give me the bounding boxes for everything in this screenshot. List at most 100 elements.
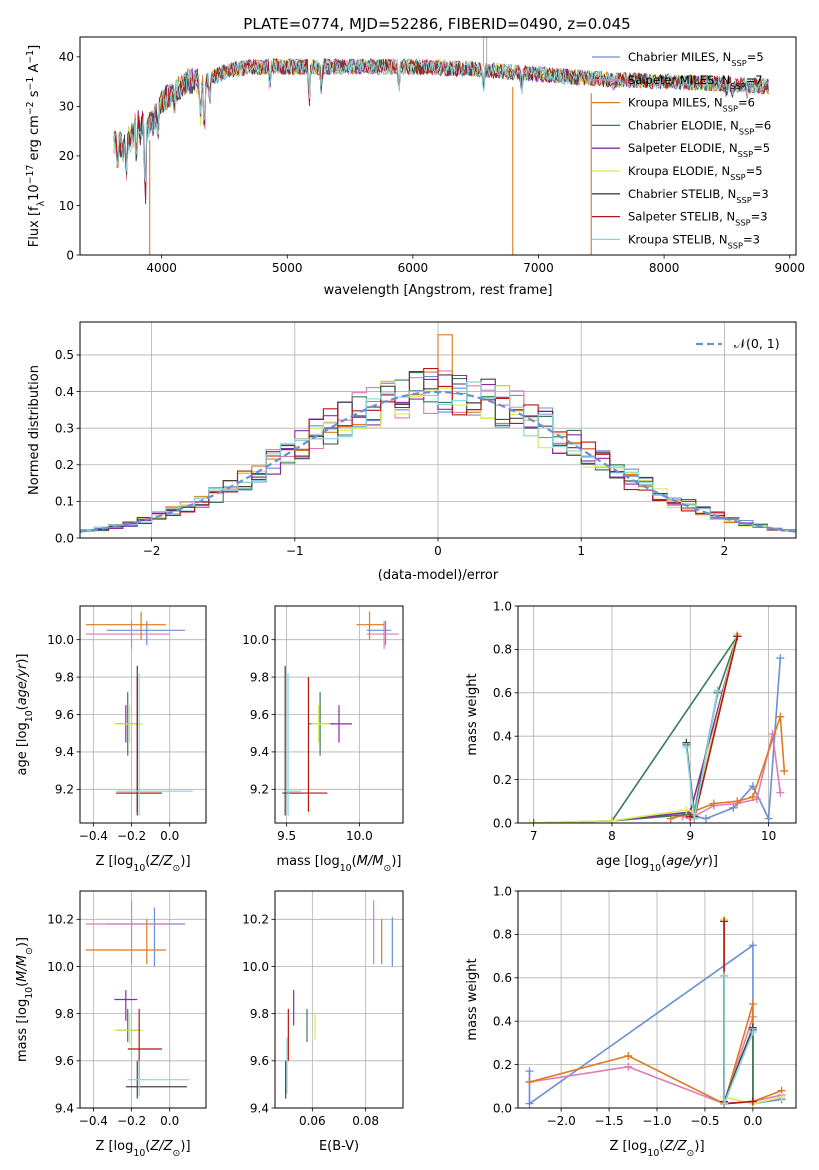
y-tick-label: 0.0	[55, 531, 74, 545]
y-tick-label: 10.0	[242, 960, 269, 974]
weight-line	[610, 635, 739, 822]
y-tick-label: 9.4	[55, 745, 74, 759]
weight-point	[525, 1077, 534, 1086]
y-tick-label: 9.8	[250, 1007, 269, 1021]
axes-frame: 9.5 10.0 9.2 9.4 9.6 9.8 10.0 mass [log10(M/M⊙)…	[242, 605, 404, 874]
y-tick-label: 0.0	[493, 1101, 512, 1115]
y-tick-label: 9.8	[250, 670, 269, 684]
axes-frame: 4000 5000 6000 7000 8000 9000 0 10 20 30 40 wavelen…	[25, 36, 805, 298]
x-tick-label: 1	[577, 544, 585, 558]
y-axis-label: mass weight	[465, 958, 480, 1040]
weight-point	[733, 632, 742, 641]
weight-point	[777, 1093, 786, 1102]
x-tick-label: 0.0	[743, 1114, 762, 1128]
weight-line	[686, 658, 782, 822]
x-tick-label: 10.0	[346, 829, 373, 843]
y-tick-label: 9.8	[55, 1007, 74, 1021]
weight-point	[748, 941, 757, 950]
plot-area	[85, 611, 193, 816]
y-tick-label: 9.2	[55, 783, 74, 797]
axes-frame: −2 −1 0 1 2 0.0 0.1 0.2 0.3 0.4 0.5 (data-model)/er…	[27, 321, 797, 583]
legend-label: Chabrier MILES, NSSP=5	[628, 50, 764, 68]
weight-point	[529, 819, 538, 823]
y-tick-label: 0.1	[55, 495, 74, 509]
y-tick-label: 0.2	[55, 458, 74, 472]
legend: 𝒩(0, 1)	[696, 336, 780, 351]
y-tick-label: 0.8	[493, 643, 512, 657]
weight-point	[709, 799, 718, 808]
weight-line	[529, 1016, 782, 1105]
weight-point	[701, 814, 710, 823]
chart-weight-vs-Z: −2.0 −1.5 −1.0 −0.5 0.0 0.0 0.2 0.4 0.6 0.8 1.0 Z […	[465, 884, 797, 1159]
x-axis-label: mass [log10(M/M⊙)]	[277, 854, 402, 874]
chart-mass-vs-EBV: 0.06 0.08 9.4 9.6 9.8 10.0 10.2 E(B-V)	[242, 890, 404, 1154]
weight-line	[528, 943, 782, 1106]
weight-point	[720, 1099, 729, 1108]
x-tick-label: 0.08	[352, 1114, 379, 1128]
chart-spectrum: 4000 5000 6000 7000 8000 9000 0 10 20 30 40 wavelen…	[25, 36, 805, 298]
x-tick-label: −0.4	[79, 829, 108, 843]
axes-frame: −0.4 −0.2 0.0 9.2 9.4 9.6 9.8 10.0 Z [log10(Z/Z⊙…	[15, 605, 207, 874]
weight-point	[720, 917, 729, 926]
x-axis-label: Z [log10(Z/Z⊙)]	[95, 854, 190, 874]
x-tick-label: −1.0	[642, 1114, 671, 1128]
y-tick-label: 0.6	[493, 971, 512, 985]
weight-point	[748, 1028, 757, 1037]
spectrum-line	[113, 57, 769, 183]
x-tick-label: −0.4	[79, 1114, 108, 1128]
x-tick-label: 0.0	[160, 829, 179, 843]
axes-box	[274, 890, 404, 1109]
axes-frame: 7 8 9 10 0.0 0.2 0.4 0.6 0.8 1.0 age [log10(age/yr…	[465, 599, 797, 874]
weight-point	[748, 1097, 757, 1106]
weight-point	[720, 971, 729, 980]
weight-line	[529, 1003, 782, 1105]
weight-point	[682, 743, 691, 752]
chart-weight-vs-age: 7 8 9 10 0.0 0.2 0.4 0.6 0.8 1.0 age [log10(age/yr…	[465, 599, 797, 874]
plot-area	[282, 611, 399, 816]
y-tick-label: 9.4	[250, 745, 269, 759]
y-tick-label: 9.6	[250, 1054, 269, 1068]
legend-label: Chabrier STELIB, NSSP=3	[628, 187, 769, 205]
weight-line	[685, 690, 719, 819]
x-tick-label: 0.0	[160, 1114, 179, 1128]
y-tick-label: 9.6	[55, 708, 74, 722]
weight-line	[723, 975, 754, 1102]
x-tick-label: 6000	[398, 261, 429, 275]
y-tick-label: 0.0	[493, 816, 512, 830]
plot-area	[525, 630, 789, 823]
y-tick-label: 0	[66, 248, 74, 262]
chart-mass-vs-Z: −0.4 −0.2 0.0 9.4 9.6 9.8 10.0 10.2 Z [log10(Z/Z…	[15, 890, 207, 1159]
weight-point	[733, 797, 742, 806]
histogram-step	[80, 368, 796, 534]
weight-point	[682, 805, 691, 814]
y-tick-label: 9.8	[55, 670, 74, 684]
x-tick-label: 2	[721, 544, 729, 558]
weight-point	[525, 1099, 534, 1108]
y-tick-label: 0.3	[55, 421, 74, 435]
weight-point	[624, 1062, 633, 1071]
weight-line	[685, 690, 719, 817]
y-tick-label: 40	[59, 50, 74, 64]
weight-point	[764, 814, 773, 823]
weight-line	[533, 636, 739, 823]
legend-label: Salpeter ELODIE, NSSP=5	[628, 141, 770, 159]
weight-point	[607, 816, 616, 823]
y-axis-label: mass weight	[465, 673, 480, 755]
weight-point	[713, 686, 722, 695]
y-tick-label: 9.4	[250, 1101, 269, 1115]
x-tick-label: 8	[608, 829, 616, 843]
weight-point	[624, 1051, 633, 1060]
y-tick-label: 0.4	[493, 1015, 512, 1029]
legend-label: Kroupa ELODIE, NSSP=5	[628, 164, 763, 182]
weight-point	[780, 766, 789, 775]
weight-point	[690, 814, 699, 823]
y-tick-label: 10.2	[242, 913, 269, 927]
axes-box	[79, 36, 797, 256]
axes-box	[79, 890, 207, 1109]
y-tick-label: 10	[59, 199, 74, 213]
legend-label: 𝒩(0, 1)	[734, 336, 780, 351]
x-tick-label: −2.0	[547, 1114, 576, 1128]
y-tick-label: 9.2	[250, 783, 269, 797]
x-axis-label: (data-model)/error	[378, 568, 499, 583]
x-tick-label: −1.5	[594, 1114, 623, 1128]
